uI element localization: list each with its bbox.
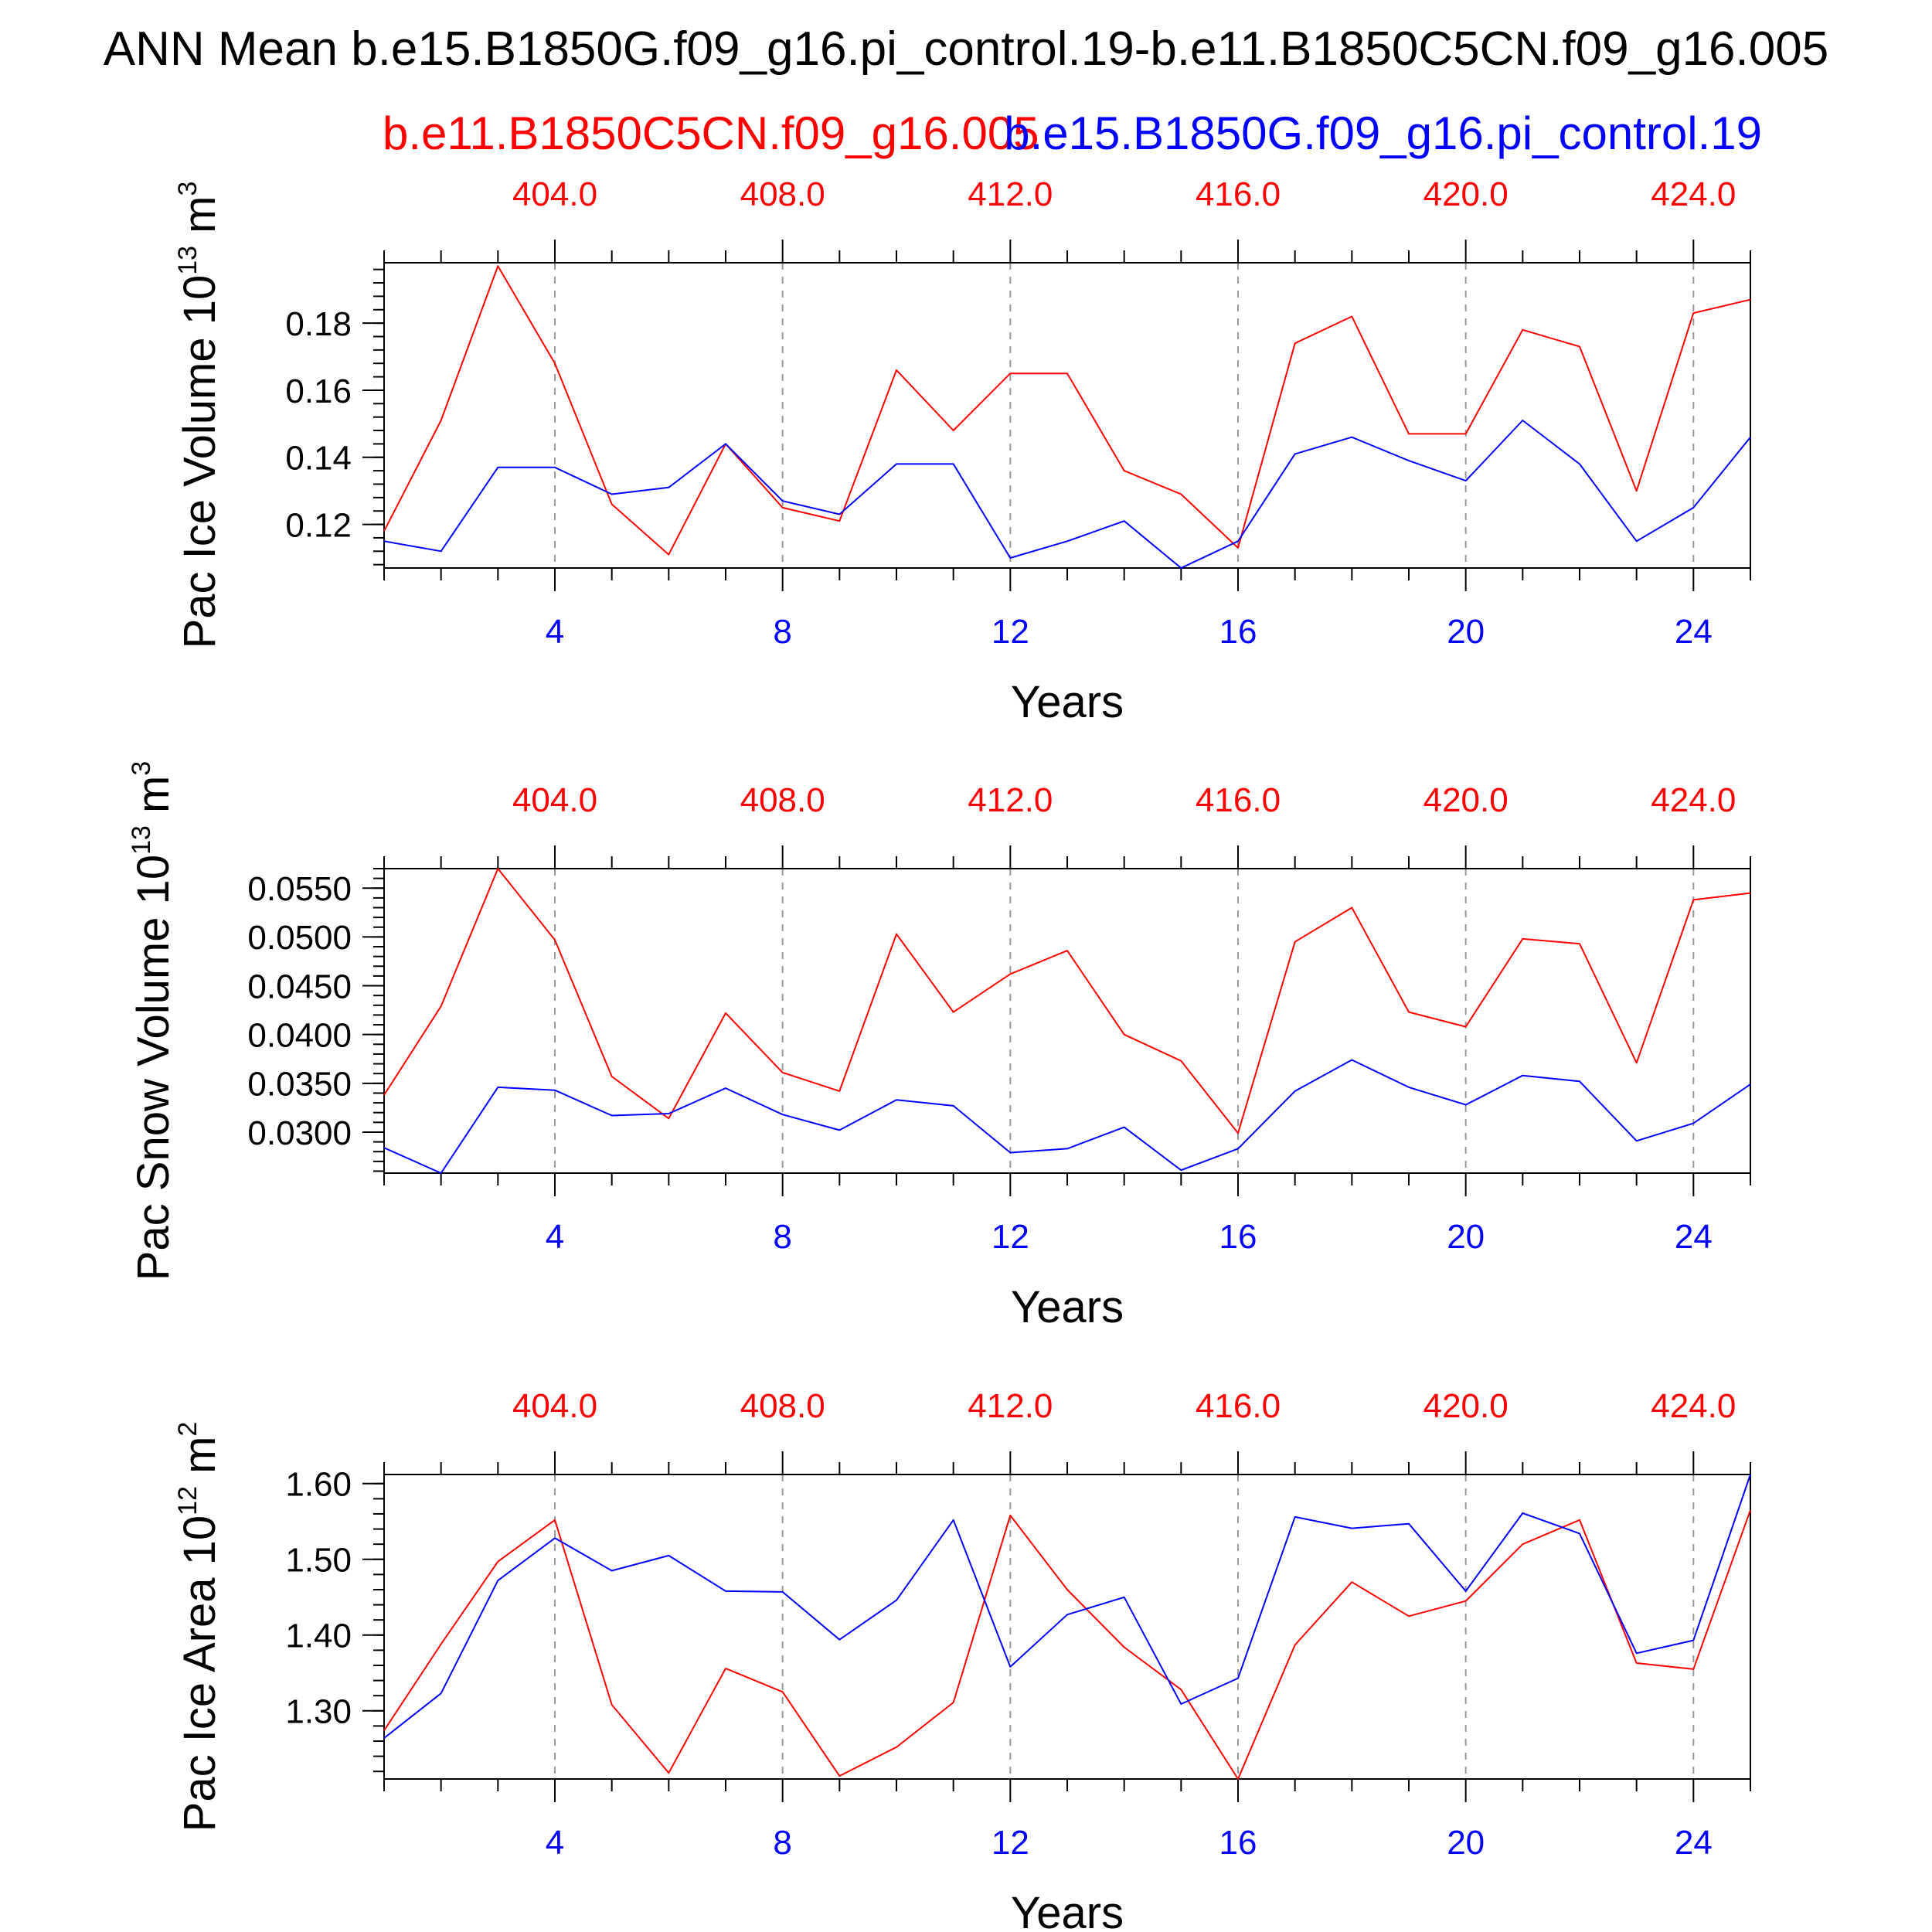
- x-tick-label-bottom: 24: [1675, 613, 1713, 651]
- y-tick-label: 0.0450: [247, 968, 352, 1005]
- y-tick-label: 0.0500: [247, 919, 352, 957]
- x-tick-label-bottom: 8: [773, 1218, 791, 1256]
- x-tick-label-top: 404.0: [512, 1387, 597, 1425]
- x-tick-label-top: 412.0: [968, 175, 1053, 213]
- x-tick-label-bottom: 4: [546, 1824, 564, 1862]
- x-tick-label-bottom: 8: [773, 1824, 791, 1862]
- x-tick-label-top: 420.0: [1423, 1387, 1509, 1425]
- y-tick-label: 0.14: [285, 440, 352, 478]
- x-axis-label: Years: [1011, 1282, 1124, 1332]
- x-tick-label-bottom: 16: [1219, 613, 1257, 651]
- x-tick-label-bottom: 12: [992, 1218, 1029, 1256]
- legend-red-case: b.e11.B1850C5CN.f09_g16.005: [383, 107, 1039, 159]
- x-tick-label-top: 408.0: [740, 175, 825, 213]
- x-tick-label-top: 424.0: [1651, 1387, 1736, 1425]
- x-tick-label-bottom: 4: [546, 1218, 564, 1256]
- main-title: ANN Mean b.e15.B1850G.f09_g16.pi_control…: [103, 22, 1829, 76]
- y-tick-label: 1.40: [285, 1617, 352, 1655]
- panel-1: 0.12 0.14 0.16 0.18 4 404.0 8 408.0 12 412.0 16 416…: [173, 175, 1751, 727]
- y-tick-label: 1.30: [285, 1693, 352, 1731]
- x-tick-label-bottom: 8: [773, 613, 791, 651]
- x-tick-label-top: 424.0: [1651, 175, 1736, 213]
- series-line-red: [383, 868, 1751, 1134]
- plot-frame: [383, 1474, 1751, 1780]
- series-line-red: [383, 265, 1751, 556]
- y-tick-label: 1.60: [285, 1466, 352, 1504]
- x-tick-label-bottom: 16: [1219, 1824, 1257, 1862]
- x-tick-label-top: 416.0: [1196, 1387, 1281, 1425]
- x-tick-label-top: 412.0: [968, 1387, 1053, 1425]
- y-tick-label: 0.12: [285, 506, 352, 544]
- x-tick-label-top: 404.0: [512, 175, 597, 213]
- x-tick-label-top: 404.0: [512, 781, 597, 819]
- y-axis-label: Pac Ice Area 1012 m2: [173, 1422, 225, 1832]
- y-tick-label: 0.0400: [247, 1017, 352, 1055]
- x-tick-label-bottom: 20: [1447, 1824, 1485, 1862]
- x-tick-label-top: 420.0: [1423, 175, 1509, 213]
- x-tick-label-top: 408.0: [740, 781, 825, 819]
- x-tick-label-bottom: 12: [992, 1824, 1029, 1862]
- panel-3: 1.30 1.40 1.50 1.60 4 404.0 8 408.0 12 412.0 16 416…: [173, 1387, 1751, 1932]
- x-axis-label: Years: [1011, 677, 1124, 727]
- x-tick-label-bottom: 24: [1675, 1218, 1713, 1256]
- series-line-blue: [383, 1059, 1751, 1174]
- plot-frame: [383, 262, 1751, 569]
- y-axis-label: Pac Snow Volume 1013 m3: [127, 761, 179, 1281]
- y-axis-label: Pac Ice Volume 1013 m3: [173, 182, 225, 649]
- x-tick-label-top: 408.0: [740, 1387, 825, 1425]
- series-line-red: [383, 1509, 1751, 1780]
- x-tick-label-top: 424.0: [1651, 781, 1736, 819]
- panel-2: 0.0300 0.0350 0.0400 0.0450 0.0500 0.0550 4 404…: [127, 761, 1751, 1332]
- y-tick-label: 0.0300: [247, 1114, 352, 1152]
- x-tick-label-bottom: 20: [1447, 1218, 1485, 1256]
- legend-blue-case: b.e15.B1850G.f09_g16.pi_control.19: [1004, 107, 1762, 159]
- y-tick-label: 0.0550: [247, 870, 352, 908]
- series-line-blue: [383, 1474, 1751, 1739]
- series-line-blue: [383, 420, 1751, 569]
- x-tick-label-top: 420.0: [1423, 781, 1509, 819]
- y-tick-label: 0.18: [285, 305, 352, 343]
- y-tick-label: 1.50: [285, 1542, 352, 1580]
- y-tick-label: 0.0350: [247, 1066, 352, 1104]
- y-tick-label: 0.16: [285, 372, 352, 410]
- x-tick-label-bottom: 12: [992, 613, 1029, 651]
- x-tick-label-bottom: 20: [1447, 613, 1485, 651]
- x-tick-label-top: 416.0: [1196, 175, 1281, 213]
- x-axis-label: Years: [1011, 1888, 1124, 1932]
- x-tick-label-bottom: 4: [546, 613, 564, 651]
- x-tick-label-bottom: 24: [1675, 1824, 1713, 1862]
- x-tick-label-bottom: 16: [1219, 1218, 1257, 1256]
- x-tick-label-top: 412.0: [968, 781, 1053, 819]
- x-tick-label-top: 416.0: [1196, 781, 1281, 819]
